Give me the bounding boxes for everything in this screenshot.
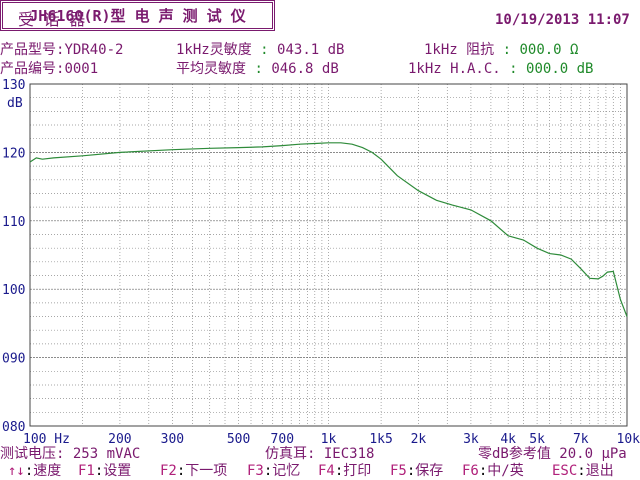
key-f5-key: F5 xyxy=(390,463,407,479)
instrument-title-box: JH6160(R)型 电 声 测 试 仪 xyxy=(0,0,275,31)
voltage-row: 测试电压: 253 mVAC xyxy=(0,447,140,461)
x-tick-label: 10k xyxy=(617,432,640,447)
serial-label: 产品编号: xyxy=(0,61,65,77)
average-sep: : xyxy=(254,61,263,77)
hac-sep: : xyxy=(509,61,518,77)
y-tick-label: 080 xyxy=(2,420,25,435)
function-key-bar: ↑↓:速度 xyxy=(8,464,61,478)
datetime: 10/19/2013 11:07 xyxy=(495,12,630,28)
key-f3-label: 记忆 xyxy=(272,463,301,479)
sensitivity-label: 1kHz灵敏度 xyxy=(176,42,252,58)
reference-row: 零dB参考值 20.0 μPa xyxy=(478,447,627,461)
serial-value: 0001 xyxy=(64,61,99,77)
impedance-value: 000.0 Ω xyxy=(519,42,579,58)
impedance-sep: : xyxy=(502,42,512,58)
sensitivity-value: 043.1 dB xyxy=(277,42,345,58)
hac-row: 1kHz H.A.C. : 000.0 dB xyxy=(408,62,593,76)
x-tick-label: 500 xyxy=(227,432,250,447)
y-tick-label: 130 xyxy=(2,78,25,93)
x-tick-label: 5k xyxy=(529,432,545,447)
mode-title: 受 话 器 xyxy=(18,10,86,29)
key-f6[interactable]: F6:中/英 xyxy=(462,463,524,479)
key-f1-label: 设置 xyxy=(103,463,132,479)
average-row: 平均灵敏度 : 046.8 dB xyxy=(176,62,339,76)
key-f4-key: F4 xyxy=(318,463,335,479)
reference-value: 20.0 μPa xyxy=(559,446,627,462)
key-speed[interactable]: ↑↓:速度 xyxy=(8,463,62,479)
ear-label: 仿真耳: xyxy=(265,446,316,462)
response-curve xyxy=(29,142,628,317)
key-f3-key: F3 xyxy=(247,463,264,479)
key-f5[interactable]: F5:保存 xyxy=(390,463,444,479)
average-value: 046.8 dB xyxy=(271,61,339,77)
serial-row: 产品编号:0001 xyxy=(0,62,98,76)
x-tick-label: 7k xyxy=(573,432,589,447)
x-tick-label: 2k xyxy=(411,432,427,447)
key-f3[interactable]: F3:记忆 xyxy=(247,463,301,479)
key-speed-key: ↑↓ xyxy=(8,463,25,479)
x-tick-label: 100 Hz xyxy=(23,432,70,447)
key-esc[interactable]: ESC:退出 xyxy=(552,463,614,479)
key-esc-label: 退出 xyxy=(585,463,614,479)
key-f2-label: 下一项 xyxy=(185,463,228,479)
model-label: 产品型号: xyxy=(0,42,65,58)
model-row: 产品型号:YDR40-2 xyxy=(0,43,123,57)
key-f2[interactable]: F2:下一项 xyxy=(160,463,228,479)
key-f6-key: F6 xyxy=(462,463,479,479)
reference-label: 零dB参考值 xyxy=(478,446,551,462)
key-speed-label: 速度 xyxy=(33,463,62,479)
sensitivity-sep: : xyxy=(260,42,269,58)
average-label: 平均灵敏度 xyxy=(176,61,246,77)
ear-row: 仿真耳: IEC318 xyxy=(265,447,374,461)
instrument-title: JH6160(R)型 电 声 测 试 仪 xyxy=(29,7,246,25)
x-tick-label: 3k xyxy=(463,432,479,447)
y-tick-label: 110 xyxy=(2,215,25,230)
x-tick-label: 200 xyxy=(108,432,131,447)
ear-value: IEC318 xyxy=(323,446,375,462)
plot-frame xyxy=(29,83,628,427)
key-f1-key: F1 xyxy=(78,463,95,479)
key-f4[interactable]: F4:打印 xyxy=(318,463,372,479)
y-axis-label: dB xyxy=(7,96,23,111)
key-esc-key: ESC xyxy=(552,463,578,479)
y-tick-label: 100 xyxy=(2,283,25,298)
x-tick-label: 1k5 xyxy=(369,432,392,447)
impedance-row: 1kHz 阻抗 : 000.0 Ω xyxy=(424,43,578,57)
voltage-value: 253 mVAC xyxy=(72,446,141,462)
key-f4-label: 打印 xyxy=(343,463,372,479)
y-tick-label: 120 xyxy=(2,146,25,161)
sensitivity-row: 1kHz灵敏度 : 043.1 dB xyxy=(176,43,344,57)
key-f6-label: 中/英 xyxy=(487,463,524,479)
x-tick-label: 4k xyxy=(500,432,516,447)
key-f2-key: F2 xyxy=(160,463,177,479)
x-tick-label: 700 xyxy=(271,432,294,447)
x-tick-label: 1k xyxy=(321,432,337,447)
model-value: YDR40-2 xyxy=(64,42,124,58)
voltage-label: 测试电压: xyxy=(0,446,65,462)
impedance-label: 1kHz 阻抗 xyxy=(424,42,495,58)
hac-value: 000.0 dB xyxy=(526,61,594,77)
x-tick-label: 300 xyxy=(161,432,184,447)
y-tick-label: 090 xyxy=(2,352,25,367)
hac-label: 1kHz H.A.C. xyxy=(408,61,501,77)
key-f5-label: 保存 xyxy=(415,463,444,479)
key-f1[interactable]: F1:设置 xyxy=(78,463,132,479)
